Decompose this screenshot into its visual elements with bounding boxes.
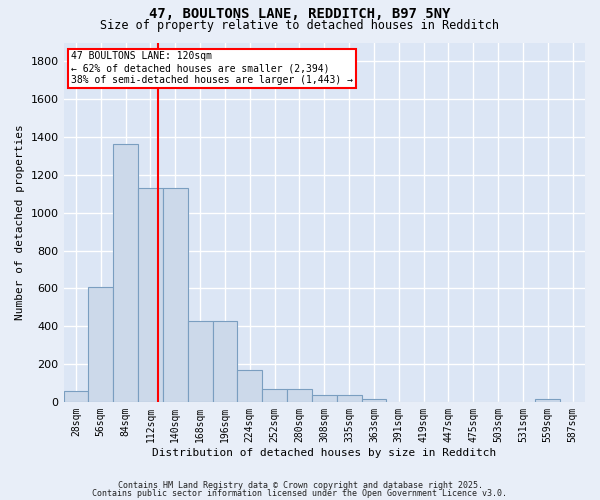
Text: 47 BOULTONS LANE: 120sqm
← 62% of detached houses are smaller (2,394)
38% of sem: 47 BOULTONS LANE: 120sqm ← 62% of detach… bbox=[71, 52, 353, 84]
Bar bbox=[262, 389, 287, 402]
Text: Contains HM Land Registry data © Crown copyright and database right 2025.: Contains HM Land Registry data © Crown c… bbox=[118, 481, 482, 490]
Text: 47, BOULTONS LANE, REDDITCH, B97 5NY: 47, BOULTONS LANE, REDDITCH, B97 5NY bbox=[149, 8, 451, 22]
Bar bbox=[287, 389, 312, 402]
Bar bbox=[238, 370, 262, 402]
Y-axis label: Number of detached properties: Number of detached properties bbox=[15, 124, 25, 320]
Text: Size of property relative to detached houses in Redditch: Size of property relative to detached ho… bbox=[101, 19, 499, 32]
X-axis label: Distribution of detached houses by size in Redditch: Distribution of detached houses by size … bbox=[152, 448, 496, 458]
Bar bbox=[64, 392, 88, 402]
Bar bbox=[113, 144, 138, 402]
Bar bbox=[163, 188, 188, 402]
Bar bbox=[337, 395, 362, 402]
Bar bbox=[312, 395, 337, 402]
Bar bbox=[88, 288, 113, 402]
Bar bbox=[362, 399, 386, 402]
Bar bbox=[188, 320, 212, 402]
Bar bbox=[535, 399, 560, 402]
Title: 47, BOULTONS LANE, REDDITCH, B97 5NY
Size of property relative to detached house: 47, BOULTONS LANE, REDDITCH, B97 5NY Siz… bbox=[0, 499, 1, 500]
Bar bbox=[138, 188, 163, 402]
Text: Contains public sector information licensed under the Open Government Licence v3: Contains public sector information licen… bbox=[92, 488, 508, 498]
Bar bbox=[212, 320, 238, 402]
